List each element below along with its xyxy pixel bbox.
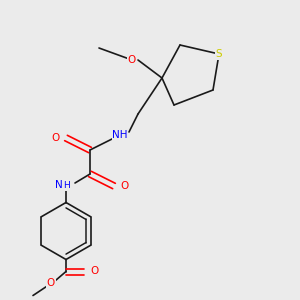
Text: H: H	[63, 182, 69, 190]
Text: O: O	[90, 266, 98, 277]
Text: NH: NH	[112, 130, 128, 140]
Text: N: N	[55, 179, 63, 190]
Text: O: O	[120, 181, 128, 191]
Text: O: O	[52, 133, 60, 143]
Text: S: S	[216, 49, 222, 59]
Text: O: O	[128, 55, 136, 65]
Text: O: O	[47, 278, 55, 289]
